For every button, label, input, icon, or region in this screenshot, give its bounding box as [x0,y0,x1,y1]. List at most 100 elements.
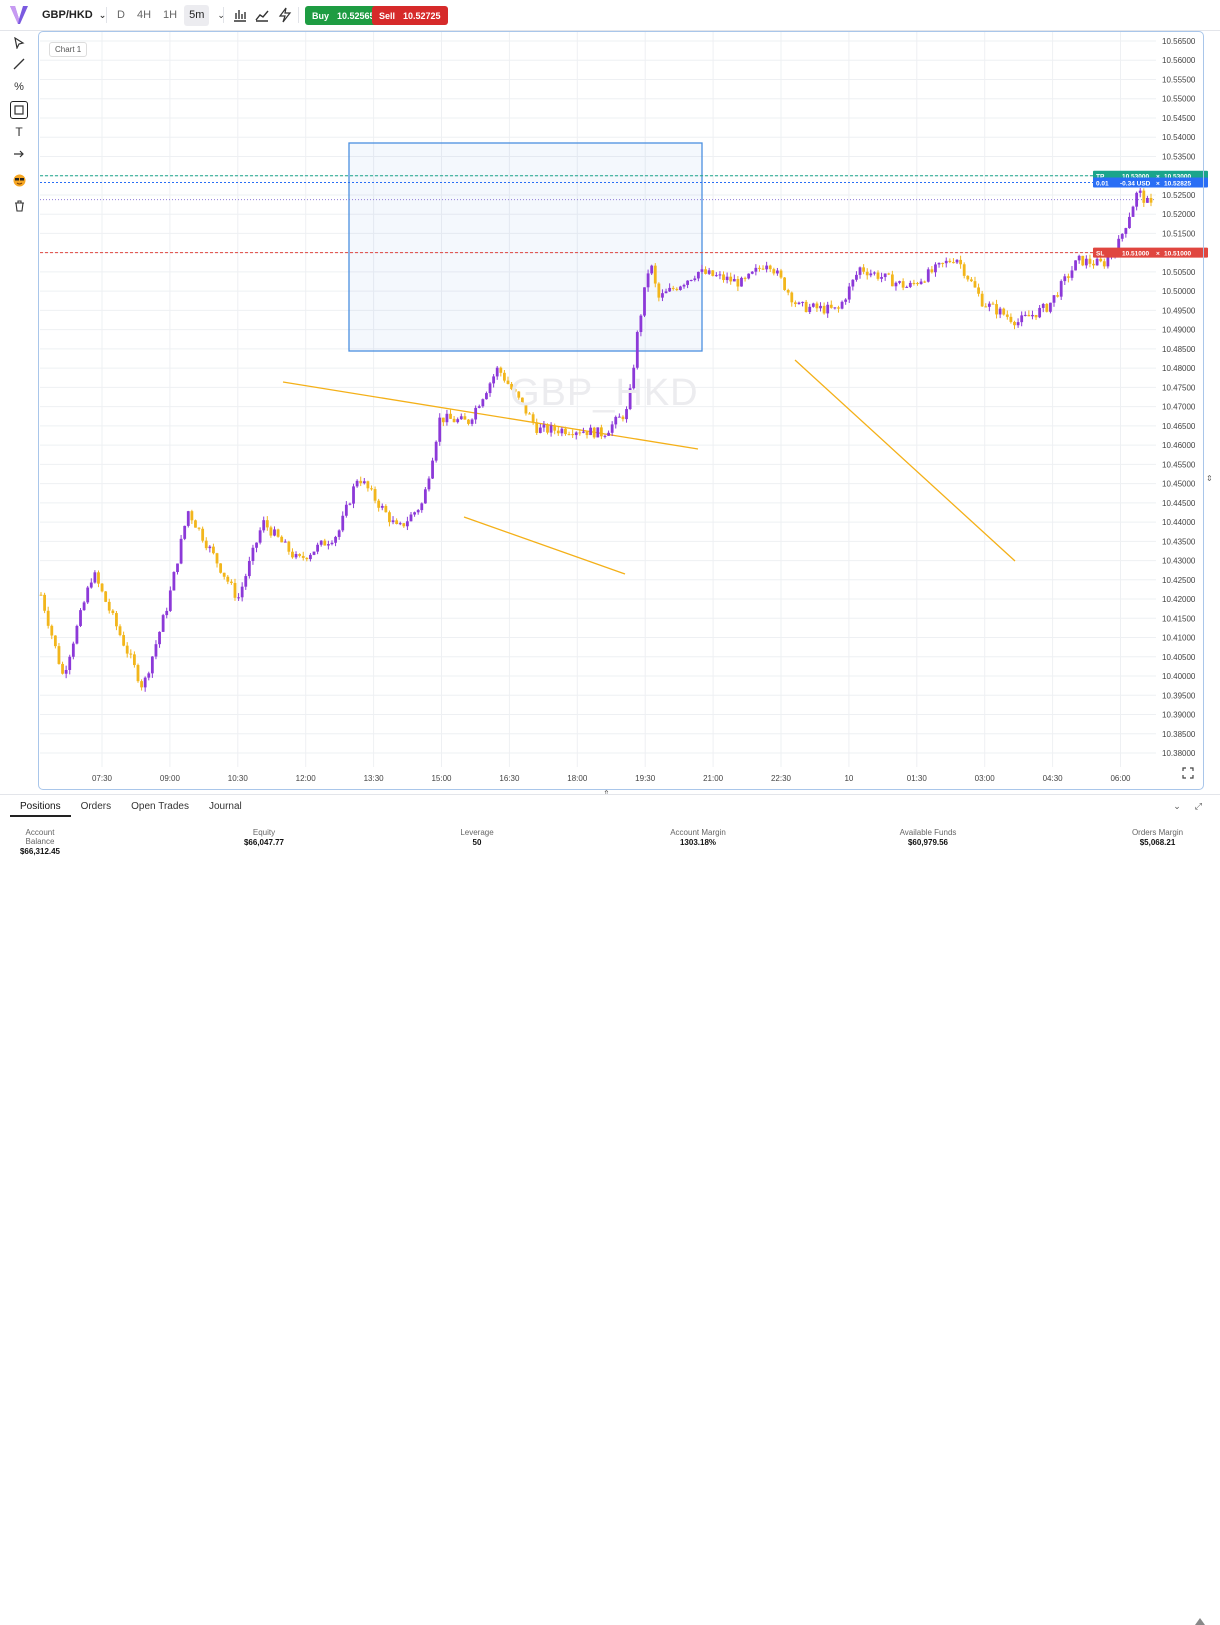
candle-body [517,391,521,398]
fullscreen-icon[interactable] [1182,767,1194,779]
price-tick-label: 10.53500 [1162,152,1196,161]
candle-body [201,528,205,541]
rectangle-icon [14,105,24,115]
rectangle-tool[interactable] [10,101,28,119]
text-tool[interactable]: T [10,123,28,141]
candle-body [46,610,50,626]
chart-label[interactable]: Chart 1 [49,42,88,57]
sell-button[interactable]: Sell 10.52725 [372,6,448,25]
candle-body [1031,314,1034,317]
trash-icon [14,200,24,212]
candle-body [370,488,373,490]
candle-body [589,427,593,436]
candle-body [388,512,391,523]
rectangle-drawing[interactable] [348,142,703,352]
candle-body [923,281,927,283]
candle-body [679,286,682,290]
timeframe-d[interactable]: D [117,9,125,21]
delete-tool[interactable] [10,197,28,215]
emoji-tool[interactable] [10,171,28,189]
candle-body [100,583,104,592]
candle-body [93,572,97,583]
candle-body [219,563,223,573]
candle-body [1128,216,1131,229]
candle-body [693,278,697,280]
candle-body [758,267,761,269]
tab-positions[interactable]: Positions [10,795,71,817]
right-panel-toggle-icon[interactable]: ⇕ [1206,474,1213,483]
candle-body [244,576,248,587]
maximize-panel-icon[interactable]: ⤢ [1194,801,1202,811]
time-tick-label: 09:00 [160,774,181,783]
candle-body [262,520,266,531]
candle-body [1016,322,1020,326]
candle-body [675,288,679,290]
trend-line-drawing[interactable] [282,381,699,450]
candle-body [247,561,251,577]
candle-body [140,681,143,688]
candle-body [212,546,215,554]
collapse-chevron-icon[interactable]: ⌄ [1173,801,1181,811]
candle-body [57,646,61,664]
candle-body [916,283,919,285]
candle-body [273,529,276,536]
arrow-tool[interactable] [10,145,28,163]
timeframe-4h[interactable]: 4H [136,9,152,21]
candle-body [1095,258,1099,266]
candle-body [229,581,233,583]
price-tick-label: 10.48000 [1162,364,1196,373]
time-tick-label: 12:00 [296,774,317,783]
trendline-tool[interactable] [10,55,28,73]
bottom-tabs: Positions Orders Open Trades Journal [0,795,252,817]
candle-body [258,530,262,543]
candle-body [413,512,416,515]
chart-type-icon[interactable] [254,7,270,23]
time-tick-label: 10:30 [228,774,249,783]
candle-body [768,265,772,270]
candle-body [1084,258,1088,266]
candle-body [161,615,165,632]
candle-body [560,428,564,434]
entry-order-tag[interactable]: 0.01 -0.34 USD × 10.52825 [1093,177,1208,188]
fibonacci-tool[interactable]: % [10,78,28,96]
buy-button[interactable]: Buy 10.52565 [305,6,382,25]
price-tick-label: 10.51500 [1162,229,1196,238]
timeframe-1h[interactable]: 1H [163,9,178,21]
timeframe-more-chevron-icon[interactable]: ⌄ [217,10,225,20]
candle-body [959,259,963,265]
candle-body [937,262,941,265]
timeframe-5m[interactable]: 5m [184,5,210,26]
candle-body [194,520,197,528]
candle-body [765,265,769,270]
candle-body [980,293,984,307]
candle-body [132,654,136,666]
indicators-icon[interactable] [232,7,248,23]
alert-bolt-icon[interactable] [277,7,293,23]
panel-splitter-icon[interactable]: ⇕ [603,789,610,798]
cursor-tool[interactable] [10,34,28,52]
candle-body [919,281,923,285]
text-t-icon: T [15,125,23,139]
tab-orders[interactable]: Orders [80,801,112,812]
tab-journal[interactable]: Journal [208,801,242,812]
scroll-up-icon[interactable] [1195,1618,1205,1625]
candle-body [420,503,424,511]
candle-body [1146,197,1149,203]
price-tick-label: 10.49000 [1162,326,1196,335]
account-panel: Positions Orders Open Trades Journal ⌄ ⤢… [0,794,1220,1625]
account-stats: Account Balance $66,312.45 Equity $66,047.… [0,828,1200,856]
candle-body [714,275,718,277]
tab-open-trades[interactable]: Open Trades [131,801,189,812]
trend-line-drawing[interactable] [794,359,1016,562]
symbol-selector[interactable]: GBP/HKD ⌄ [42,9,106,21]
price-tick-label: 10.46500 [1162,422,1196,431]
candle-body [862,267,866,272]
trend-line-drawing[interactable] [463,516,626,575]
candle-body [53,635,57,647]
price-tick-label: 10.43500 [1162,537,1196,546]
candle-body [1099,258,1103,262]
price-chart[interactable]: 10.56500 10.56000 10.55500 10.55000 10.54500… [38,31,1220,788]
stop-loss-tag[interactable]: SL 10.51000 × 10.51000 [1093,247,1208,258]
stat-orders-margin: Orders Margin $5,068.21 [1131,828,1184,847]
candle-body [280,536,284,543]
